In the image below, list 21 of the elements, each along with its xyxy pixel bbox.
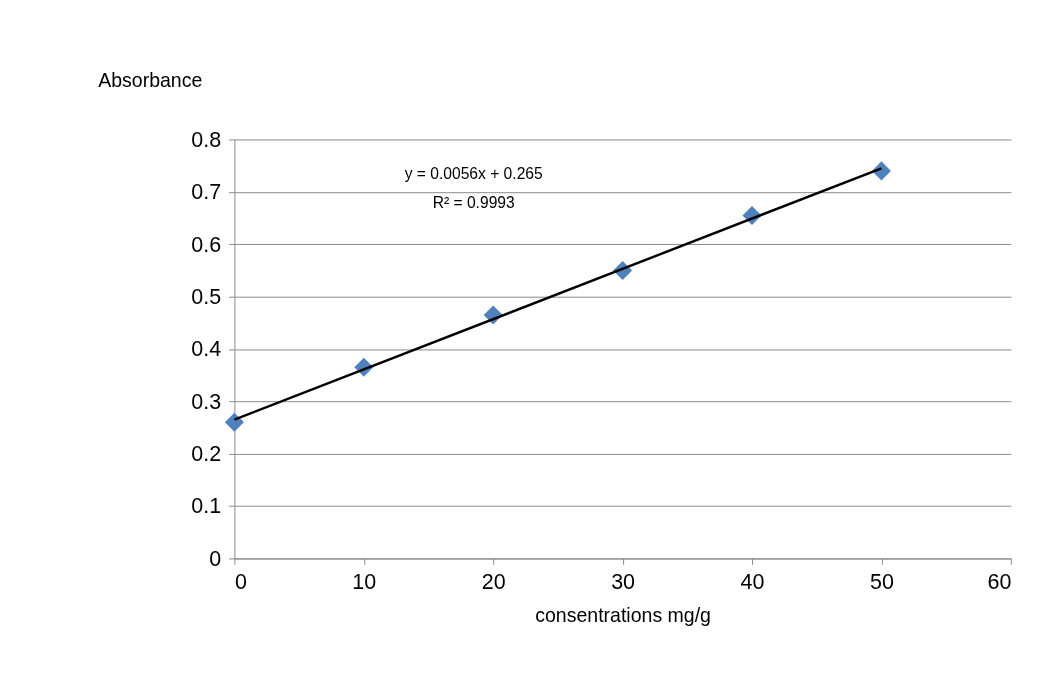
y-tick-label: 0.2 [191, 442, 222, 467]
y-tick-label: 0.1 [191, 494, 222, 519]
annotation: R² = 0.9993 [432, 193, 515, 211]
y-axis-title: Absorbance [98, 69, 203, 92]
y-tick-label: 0.5 [191, 284, 222, 309]
y-tick-label: 0.8 [191, 127, 222, 152]
point [224, 412, 244, 432]
x-axis-title: consentrations mg/g [535, 604, 711, 627]
y-tick-label: 0.7 [191, 180, 222, 205]
x-tick-label: 20 [481, 570, 506, 595]
y-tick-label: 0.4 [191, 337, 222, 362]
annotation: y = 0.0056x + 0.265 [404, 164, 543, 182]
y-tick-label: 0.3 [191, 389, 222, 414]
y-tick-label: 0 [209, 546, 222, 571]
x-tick-label: 60 [987, 570, 1012, 595]
y-tick-label: 0.6 [191, 232, 222, 257]
x-tick-label: 0 [234, 570, 247, 595]
x-tick-label: 50 [869, 570, 894, 595]
x-tick-label: 10 [352, 570, 377, 595]
x-tick-label: 40 [740, 570, 765, 595]
x-tick-label: 30 [611, 570, 636, 595]
